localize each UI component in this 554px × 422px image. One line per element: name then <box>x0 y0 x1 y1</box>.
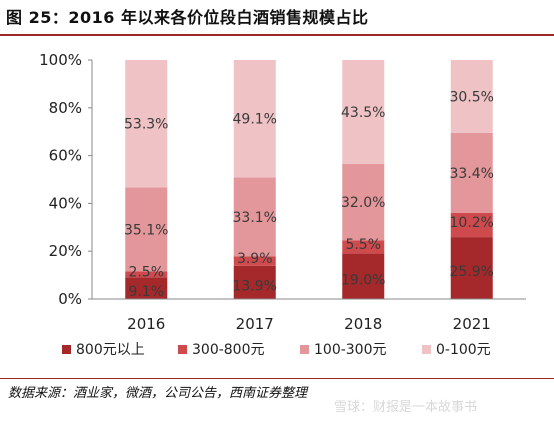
y-tick-label: 60% <box>49 147 82 165</box>
y-tick-label: 20% <box>49 242 82 260</box>
bar-segment-2021-3 <box>450 60 493 133</box>
bar-segment-2017-1 <box>233 256 276 266</box>
x-tick-label: 2021 <box>453 315 491 333</box>
watermark: 雪球：财报是一本故事书 <box>334 400 478 415</box>
source-rule <box>0 378 554 379</box>
data-label: 2.5% <box>128 264 164 280</box>
y-axis: 0% 20% 40% 60% 80% 100% <box>39 51 93 308</box>
bar-segment-2017-0 <box>233 265 276 299</box>
legend: 800元以上 300-800元 100-300元 0-100元 <box>62 342 491 358</box>
bar-segment-2018-0 <box>342 253 385 299</box>
bar-segment-2016-1 <box>125 271 168 278</box>
y-tick-label: 0% <box>58 290 82 308</box>
bar-segment-2021-2 <box>450 132 493 213</box>
data-label: 13.9% <box>233 278 277 294</box>
data-label: 9.1% <box>128 284 164 300</box>
legend-label: 800元以上 <box>76 342 145 358</box>
legend-swatch <box>300 345 309 354</box>
legend-label: 300-800元 <box>192 342 265 358</box>
source-note: 数据来源：酒业家，微酒，公司公告，西南证券整理 <box>8 386 308 401</box>
data-label: 43.5% <box>341 105 385 121</box>
data-label: 5.5% <box>345 237 381 253</box>
bar-segment-2018-2 <box>342 163 385 241</box>
stacked-bar-chart: 0% 20% 40% 60% 80% 100% 9.1% 2.5% 35.1% 53.3% 13.… <box>39 51 526 358</box>
data-label: 30.5% <box>450 89 494 105</box>
data-label: 19.0% <box>341 272 385 288</box>
data-label: 3.9% <box>237 251 273 267</box>
bars: 9.1% 2.5% 35.1% 53.3% 13.9% 3.9% 33.1% 49.1% 19.… <box>124 60 494 300</box>
legend-label: 0-100元 <box>436 342 491 358</box>
bar-segment-2018-3 <box>342 60 385 164</box>
data-label: 53.3% <box>124 117 168 133</box>
bar-segment-2021-0 <box>450 237 493 299</box>
legend-swatch <box>178 345 187 354</box>
data-label: 10.2% <box>450 215 494 231</box>
bar-segment-2017-3 <box>233 60 276 178</box>
data-label: 49.1% <box>233 112 277 128</box>
bar-segment-2016-3 <box>125 60 168 188</box>
legend-swatch <box>62 345 71 354</box>
y-tick-label: 100% <box>39 51 82 69</box>
bar-segment-2017-2 <box>233 177 276 257</box>
y-tick-label: 80% <box>49 99 82 117</box>
bar-segment-2016-0 <box>125 277 168 299</box>
x-tick-label: 2018 <box>344 315 382 333</box>
data-label: 33.4% <box>450 166 494 182</box>
bar-segment-2021-1 <box>450 212 493 238</box>
x-tick-label: 2016 <box>127 315 165 333</box>
data-label: 33.1% <box>233 210 277 226</box>
legend-swatch <box>422 345 431 354</box>
x-axis: 2016 2017 2018 2021 <box>92 298 526 333</box>
data-label: 32.0% <box>341 195 385 211</box>
data-label: 25.9% <box>450 264 494 280</box>
bar-segment-2016-2 <box>125 187 168 272</box>
legend-label: 100-300元 <box>314 342 387 358</box>
bar-segment-2018-1 <box>342 240 385 254</box>
data-label: 35.1% <box>124 222 168 238</box>
x-tick-label: 2017 <box>236 315 274 333</box>
y-tick-label: 40% <box>49 194 82 212</box>
title-rule <box>0 34 554 36</box>
figure-title: 图 25：2016 年以来各价位段白酒销售规模占比 <box>6 8 369 27</box>
